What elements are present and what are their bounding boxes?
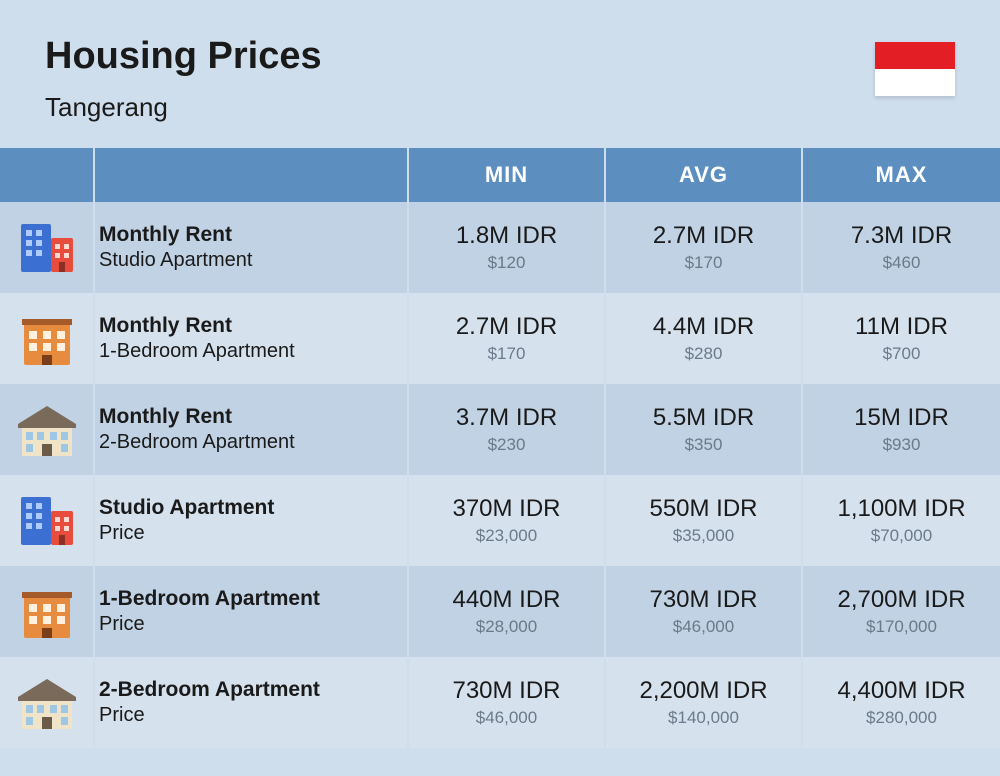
table-row: Monthly Rent2-Bedroom Apartment3.7M IDR$… <box>0 384 1000 475</box>
min-usd: $120 <box>488 253 526 273</box>
max-usd: $700 <box>883 344 921 364</box>
min-cell: 370M IDR$23,000 <box>409 475 606 566</box>
th-max: MAX <box>803 148 1000 202</box>
table-row: Monthly Rent1-Bedroom Apartment2.7M IDR$… <box>0 293 1000 384</box>
building-icon <box>0 566 95 657</box>
avg-value: 730M IDR <box>649 586 757 615</box>
th-icon <box>0 148 95 202</box>
max-usd: $460 <box>883 253 921 273</box>
page-title: Housing Prices <box>45 35 955 78</box>
max-cell: 2,700M IDR$170,000 <box>803 566 1000 657</box>
max-value: 1,100M IDR <box>837 495 965 524</box>
avg-value: 4.4M IDR <box>653 313 754 342</box>
avg-value: 550M IDR <box>649 495 757 524</box>
label-sub: Price <box>99 612 145 637</box>
table-row: 2-Bedroom ApartmentPrice730M IDR$46,0002… <box>0 657 1000 748</box>
max-value: 4,400M IDR <box>837 677 965 706</box>
min-cell: 3.7M IDR$230 <box>409 384 606 475</box>
label-main: Monthly Rent <box>99 222 232 248</box>
table-row: Studio ApartmentPrice370M IDR$23,000550M… <box>0 475 1000 566</box>
avg-usd: $350 <box>685 435 723 455</box>
max-usd: $70,000 <box>871 526 932 546</box>
row-label: Monthly RentStudio Apartment <box>95 202 409 293</box>
max-value: 15M IDR <box>854 404 949 433</box>
avg-usd: $140,000 <box>668 708 739 728</box>
avg-value: 5.5M IDR <box>653 404 754 433</box>
min-value: 370M IDR <box>452 495 560 524</box>
th-min: MIN <box>409 148 606 202</box>
max-cell: 11M IDR$700 <box>803 293 1000 384</box>
table-row: 1-Bedroom ApartmentPrice440M IDR$28,0007… <box>0 566 1000 657</box>
building-icon <box>0 384 95 475</box>
min-usd: $23,000 <box>476 526 537 546</box>
building-icon <box>0 475 95 566</box>
table-header-row: MIN AVG MAX <box>0 148 1000 202</box>
label-sub: Studio Apartment <box>99 248 252 273</box>
min-cell: 1.8M IDR$120 <box>409 202 606 293</box>
price-table: MIN AVG MAX Monthly RentStudio Apartment… <box>0 148 1000 748</box>
th-label <box>95 148 409 202</box>
min-usd: $46,000 <box>476 708 537 728</box>
avg-cell: 730M IDR$46,000 <box>606 566 803 657</box>
min-value: 3.7M IDR <box>456 404 557 433</box>
avg-cell: 4.4M IDR$280 <box>606 293 803 384</box>
avg-usd: $170 <box>685 253 723 273</box>
max-usd: $280,000 <box>866 708 937 728</box>
max-usd: $170,000 <box>866 617 937 637</box>
avg-usd: $46,000 <box>673 617 734 637</box>
avg-usd: $280 <box>685 344 723 364</box>
avg-usd: $35,000 <box>673 526 734 546</box>
table-row: Monthly RentStudio Apartment1.8M IDR$120… <box>0 202 1000 293</box>
label-sub: 1-Bedroom Apartment <box>99 339 295 364</box>
max-value: 11M IDR <box>855 313 948 342</box>
avg-cell: 550M IDR$35,000 <box>606 475 803 566</box>
min-usd: $28,000 <box>476 617 537 637</box>
row-label: Monthly Rent2-Bedroom Apartment <box>95 384 409 475</box>
avg-value: 2,200M IDR <box>639 677 767 706</box>
max-cell: 7.3M IDR$460 <box>803 202 1000 293</box>
row-label: 2-Bedroom ApartmentPrice <box>95 657 409 748</box>
max-value: 7.3M IDR <box>851 222 952 251</box>
row-label: Monthly Rent1-Bedroom Apartment <box>95 293 409 384</box>
min-cell: 730M IDR$46,000 <box>409 657 606 748</box>
building-icon <box>0 202 95 293</box>
avg-value: 2.7M IDR <box>653 222 754 251</box>
min-cell: 2.7M IDR$170 <box>409 293 606 384</box>
avg-cell: 2,200M IDR$140,000 <box>606 657 803 748</box>
page-subtitle: Tangerang <box>45 92 955 123</box>
th-avg: AVG <box>606 148 803 202</box>
label-main: Studio Apartment <box>99 495 274 521</box>
flag-icon <box>875 42 955 96</box>
min-value: 730M IDR <box>452 677 560 706</box>
label-sub: 2-Bedroom Apartment <box>99 430 295 455</box>
building-icon <box>0 657 95 748</box>
max-cell: 4,400M IDR$280,000 <box>803 657 1000 748</box>
label-main: 1-Bedroom Apartment <box>99 586 320 612</box>
label-main: Monthly Rent <box>99 404 232 430</box>
building-icon <box>0 293 95 384</box>
min-value: 2.7M IDR <box>456 313 557 342</box>
min-value: 1.8M IDR <box>456 222 557 251</box>
label-main: Monthly Rent <box>99 313 232 339</box>
min-value: 440M IDR <box>452 586 560 615</box>
min-cell: 440M IDR$28,000 <box>409 566 606 657</box>
min-usd: $170 <box>488 344 526 364</box>
label-sub: Price <box>99 703 145 728</box>
row-label: 1-Bedroom ApartmentPrice <box>95 566 409 657</box>
label-sub: Price <box>99 521 145 546</box>
max-usd: $930 <box>883 435 921 455</box>
max-cell: 15M IDR$930 <box>803 384 1000 475</box>
label-main: 2-Bedroom Apartment <box>99 677 320 703</box>
min-usd: $230 <box>488 435 526 455</box>
max-value: 2,700M IDR <box>837 586 965 615</box>
table-body: Monthly RentStudio Apartment1.8M IDR$120… <box>0 202 1000 748</box>
header: Housing Prices Tangerang <box>0 0 1000 148</box>
avg-cell: 5.5M IDR$350 <box>606 384 803 475</box>
max-cell: 1,100M IDR$70,000 <box>803 475 1000 566</box>
avg-cell: 2.7M IDR$170 <box>606 202 803 293</box>
row-label: Studio ApartmentPrice <box>95 475 409 566</box>
